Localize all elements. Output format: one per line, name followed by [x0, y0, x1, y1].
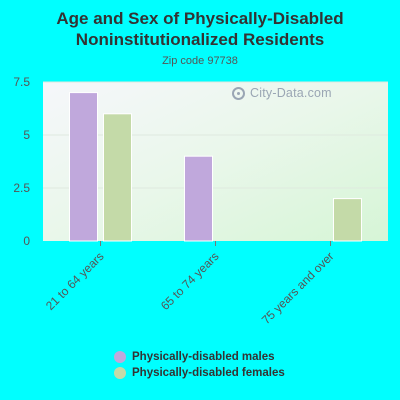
x-tick-label: 75 years and over: [259, 249, 337, 327]
x-tick-label: 65 to 74 years: [158, 249, 222, 313]
legend-swatch-females: [114, 367, 126, 379]
legend-label-males: Physically-disabled males: [132, 351, 275, 363]
plot-background: [43, 82, 388, 241]
bar-males-0: [69, 92, 98, 242]
chart-subtitle: Zip code 97738: [162, 55, 238, 67]
bar-females-2: [333, 198, 362, 242]
x-tick-label: 21 to 64 years: [43, 249, 107, 313]
legend-label-females: Physically-disabled females: [132, 367, 285, 379]
watermark: City-Data.com: [232, 86, 332, 100]
city-data-logo-icon: [232, 86, 245, 100]
y-tick-label: 0: [23, 234, 30, 248]
legend: Physically-disabled males Physically-dis…: [114, 349, 285, 381]
y-tick-label: 5: [23, 128, 30, 142]
legend-swatch-males: [114, 351, 126, 363]
legend-item-females: Physically-disabled females: [114, 365, 285, 381]
legend-item-males: Physically-disabled males: [114, 349, 285, 365]
chart-title: Age and Sex of Physically-Disabled Nonin…: [56, 9, 344, 49]
bar-females-0: [103, 113, 132, 242]
bar-males-1: [184, 155, 213, 242]
y-tick-label: 2.5: [13, 181, 30, 195]
y-tick-label: 7.5: [13, 75, 30, 89]
watermark-text: City-Data.com: [250, 86, 332, 100]
